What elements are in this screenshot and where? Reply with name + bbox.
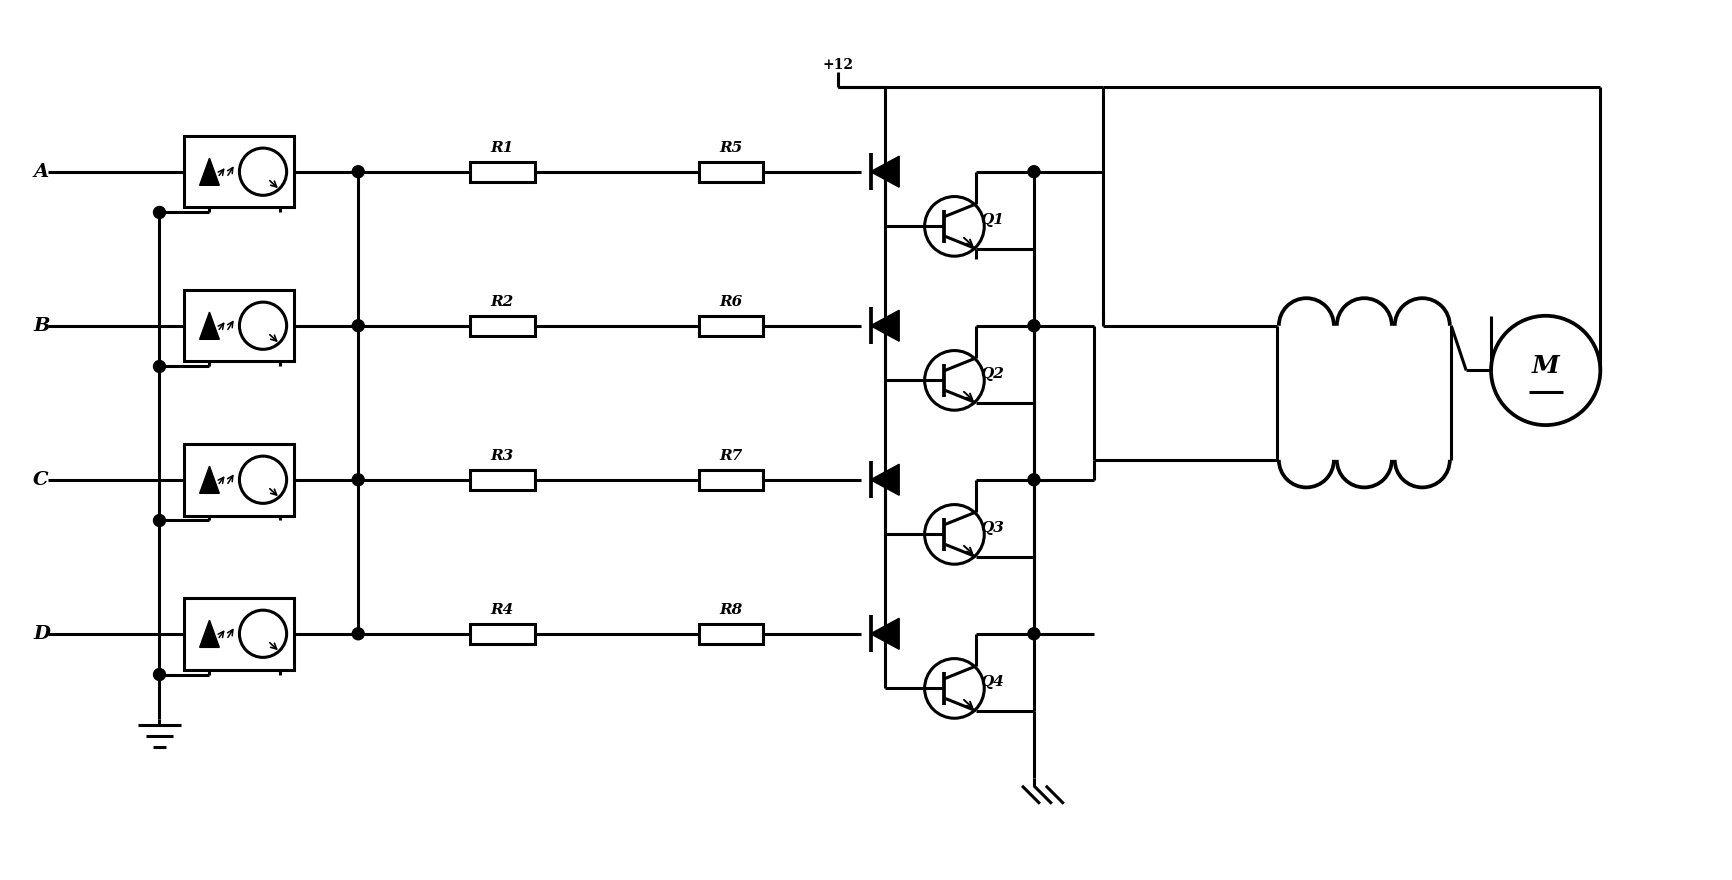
- Polygon shape: [871, 157, 899, 187]
- Text: Q3: Q3: [980, 522, 1003, 535]
- Text: R1: R1: [490, 141, 514, 155]
- Circle shape: [352, 319, 364, 332]
- Text: C: C: [33, 471, 48, 488]
- Text: R8: R8: [719, 603, 743, 617]
- Bar: [184, 290, 294, 362]
- Circle shape: [878, 165, 890, 178]
- Text: R3: R3: [490, 449, 514, 463]
- Text: B: B: [33, 317, 50, 334]
- Text: R4: R4: [490, 603, 514, 617]
- Text: R7: R7: [719, 449, 743, 463]
- Bar: [469, 624, 535, 643]
- Polygon shape: [871, 465, 899, 495]
- Polygon shape: [199, 158, 220, 186]
- Text: R5: R5: [719, 141, 743, 155]
- Text: +12: +12: [823, 58, 854, 72]
- Polygon shape: [871, 619, 899, 649]
- Circle shape: [154, 207, 166, 218]
- Circle shape: [878, 473, 890, 486]
- Circle shape: [352, 165, 364, 178]
- Circle shape: [352, 473, 364, 486]
- Circle shape: [1029, 473, 1039, 486]
- Text: D: D: [33, 625, 50, 642]
- Circle shape: [878, 627, 890, 640]
- Bar: [184, 444, 294, 516]
- Bar: [698, 470, 764, 489]
- Circle shape: [154, 515, 166, 526]
- Polygon shape: [871, 311, 899, 341]
- Polygon shape: [199, 312, 220, 340]
- Polygon shape: [199, 466, 220, 494]
- Bar: [469, 316, 535, 335]
- Bar: [698, 316, 764, 335]
- Circle shape: [352, 627, 364, 640]
- Circle shape: [1029, 627, 1039, 640]
- Text: R2: R2: [490, 295, 514, 309]
- Text: A: A: [33, 163, 48, 180]
- Circle shape: [878, 319, 890, 332]
- Bar: [698, 162, 764, 181]
- Circle shape: [1029, 165, 1039, 178]
- Text: Q4: Q4: [980, 676, 1003, 689]
- Text: R6: R6: [719, 295, 743, 309]
- Bar: [698, 624, 764, 643]
- Bar: [184, 598, 294, 670]
- Text: Q1: Q1: [980, 213, 1003, 227]
- Bar: [184, 136, 294, 208]
- Circle shape: [1029, 319, 1039, 332]
- Bar: [469, 470, 535, 489]
- Text: M: M: [1531, 355, 1559, 378]
- Polygon shape: [199, 620, 220, 648]
- Text: Q2: Q2: [980, 368, 1003, 381]
- Bar: [469, 162, 535, 181]
- Circle shape: [154, 361, 166, 372]
- Circle shape: [154, 669, 166, 680]
